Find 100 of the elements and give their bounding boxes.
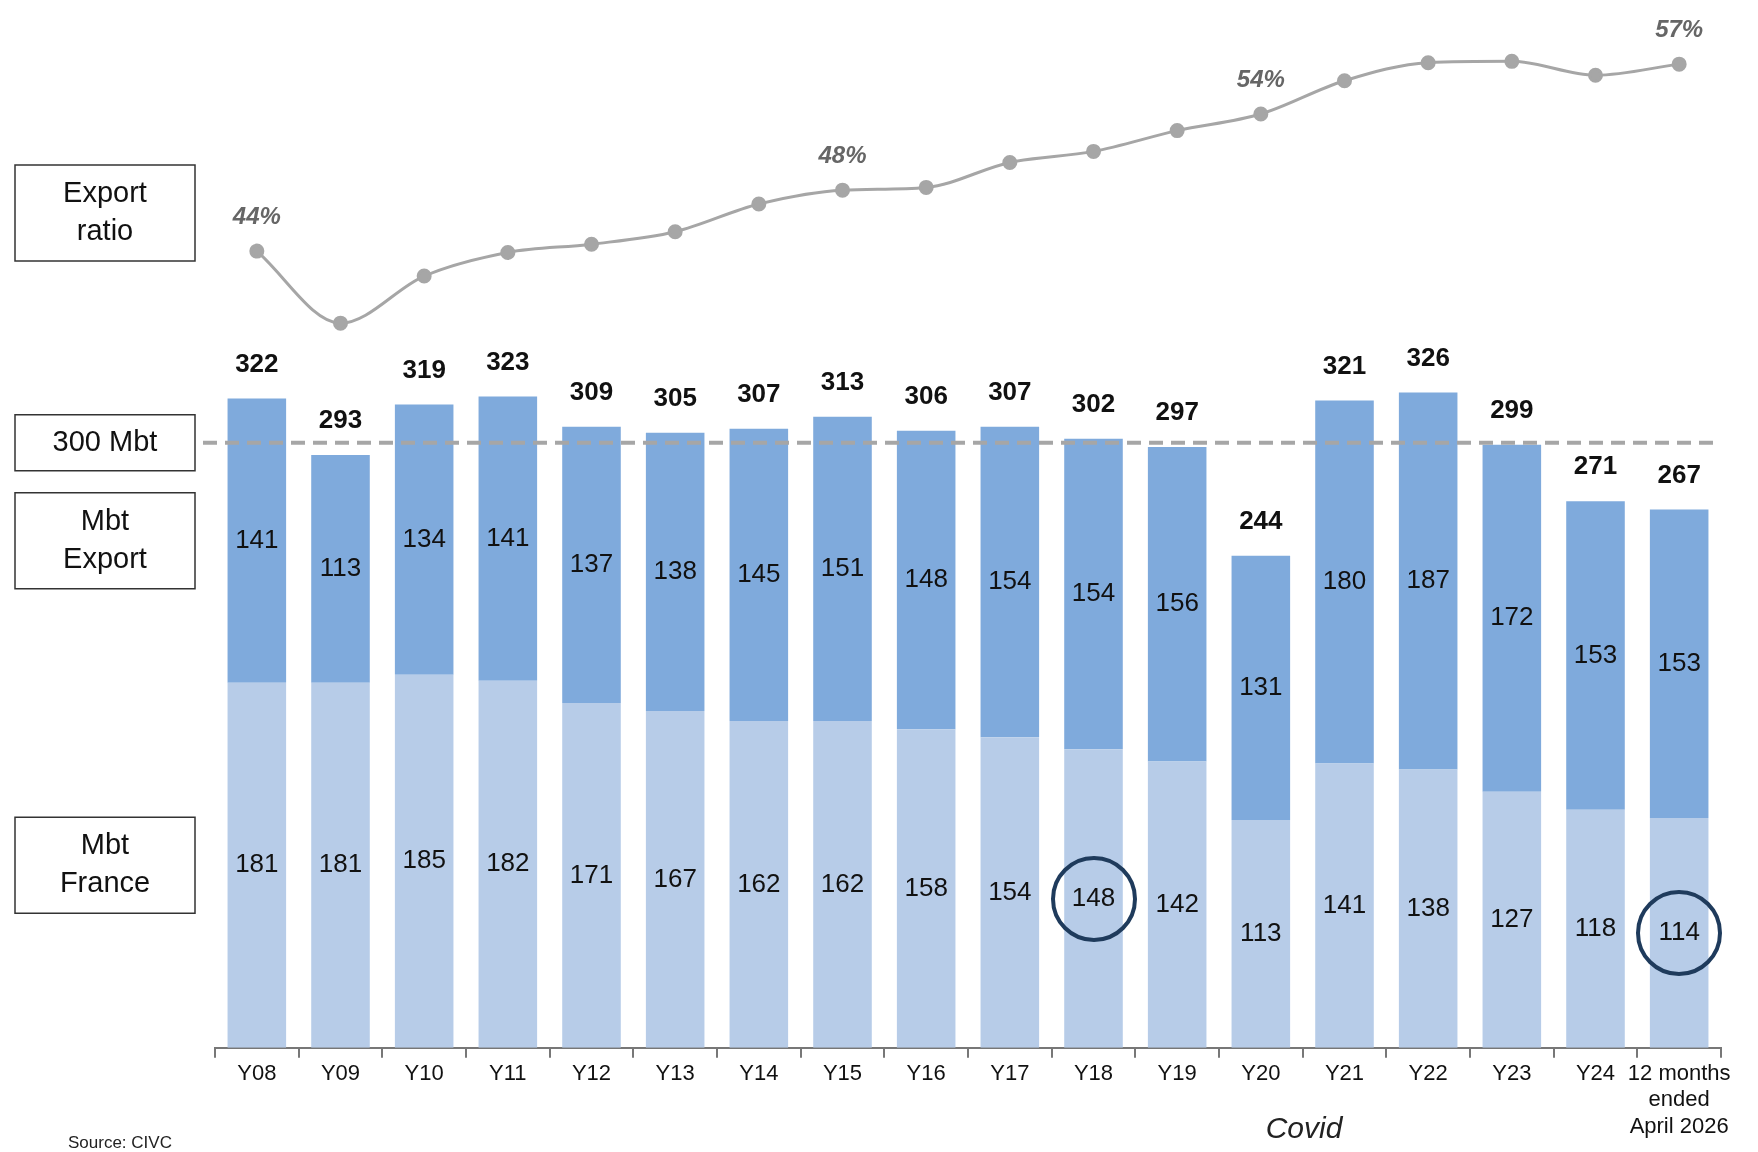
- point: [1169, 123, 1185, 139]
- data-label: 167: [653, 862, 697, 893]
- bar: [1566, 809, 1625, 1048]
- point: [1086, 143, 1101, 159]
- data-label: 113: [319, 552, 362, 583]
- x-tick-label: Y13: [655, 1060, 695, 1086]
- bar: [1315, 763, 1374, 1048]
- point: [918, 179, 934, 195]
- data-label: 182: [486, 847, 530, 878]
- data-label: 154: [988, 565, 1032, 596]
- data-label: 154: [988, 875, 1032, 906]
- text: Mbt France: [59, 828, 151, 899]
- text: Mbt Export: [63, 503, 147, 574]
- total-label: 313: [820, 365, 865, 396]
- bar: [1231, 819, 1291, 1048]
- data-label: 118: [1574, 912, 1617, 942]
- bar: [227, 682, 287, 1048]
- total-label: 307: [988, 375, 1032, 406]
- total-label: 302: [1071, 387, 1116, 418]
- data-label: 180: [1322, 565, 1367, 596]
- x-tick-label: Y09: [320, 1060, 361, 1086]
- total-label: 326: [1406, 341, 1450, 372]
- data-label: 142: [1155, 887, 1199, 918]
- data-label: 57%: [1655, 14, 1704, 42]
- data-label: 187: [1406, 564, 1450, 595]
- point: [1337, 73, 1352, 89]
- point: [1588, 67, 1603, 83]
- bar: [896, 729, 956, 1048]
- bar: [896, 430, 956, 730]
- bar: [1147, 761, 1207, 1048]
- bar: [980, 737, 1040, 1048]
- x-tick-label: Y08: [237, 1060, 277, 1086]
- x-tick-label: Y22: [1408, 1060, 1448, 1086]
- bar: [1064, 438, 1123, 750]
- bar: [394, 674, 454, 1048]
- data-label: 138: [1406, 891, 1450, 922]
- bar: [478, 396, 538, 681]
- data-label: 153: [1573, 638, 1618, 669]
- total-label: 322: [235, 347, 279, 378]
- x-tick-label: Y12: [571, 1060, 612, 1086]
- point: [667, 224, 683, 240]
- total-label: 306: [904, 379, 948, 410]
- data-label: 127: [1490, 902, 1534, 933]
- data-label: 162: [820, 867, 865, 898]
- data-label: 141: [235, 523, 279, 554]
- x-tick-label: Y18: [1073, 1060, 1114, 1086]
- bar: [1482, 791, 1542, 1048]
- total-label: 267: [1657, 458, 1701, 489]
- data-label: 48%: [817, 140, 867, 168]
- data-label: 131: [1239, 671, 1283, 702]
- point: [416, 268, 432, 284]
- bar: [311, 682, 370, 1048]
- data-label: 154: [1071, 577, 1116, 608]
- ref-line-label: 300 Mbt: [52, 424, 158, 457]
- total-label: 321: [1322, 349, 1367, 380]
- bar: [729, 428, 789, 722]
- point: [333, 315, 348, 331]
- data-label: 134: [402, 522, 446, 553]
- data-label: 141: [486, 521, 530, 552]
- bar: [813, 416, 872, 722]
- x-tick-label: 12 months ended April 2026: [1627, 1060, 1731, 1138]
- bar: [562, 426, 621, 703]
- point: [249, 243, 265, 259]
- total-label: 244: [1239, 504, 1284, 535]
- text: Covid: [1265, 1111, 1344, 1145]
- source-note: Source: CIVC: [68, 1132, 172, 1152]
- x-tick-label: Y20: [1241, 1060, 1281, 1086]
- bar: [729, 721, 789, 1048]
- data-label: 151: [820, 552, 865, 583]
- bar: [645, 711, 705, 1048]
- bar: [813, 721, 872, 1048]
- x-tick-label: Y23: [1492, 1060, 1532, 1086]
- bar: [394, 404, 454, 675]
- x-tick-label: Y21: [1324, 1060, 1365, 1086]
- data-label: 171: [569, 858, 614, 889]
- data-label: 44%: [231, 201, 281, 229]
- point: [751, 196, 767, 212]
- bar: [980, 426, 1040, 738]
- point: [1504, 53, 1520, 69]
- bar: [478, 680, 538, 1048]
- total-label: 271: [1573, 450, 1618, 481]
- data-label: 153: [1657, 646, 1701, 677]
- total-label: 309: [569, 375, 614, 406]
- bar: [1482, 444, 1542, 792]
- data-label: 162: [737, 867, 781, 898]
- data-label: 181: [235, 848, 279, 879]
- bar: [562, 702, 621, 1048]
- bar: [645, 432, 705, 712]
- data-label: 138: [653, 555, 697, 586]
- x-tick-label: Y24: [1575, 1060, 1616, 1086]
- point: [500, 245, 516, 261]
- point: [1671, 56, 1687, 72]
- data-label: 141: [1322, 888, 1367, 919]
- x-tick-label: Y14: [739, 1060, 779, 1086]
- text: Export ratio: [63, 176, 147, 247]
- point: [1253, 106, 1269, 122]
- data-label: 54%: [1236, 64, 1285, 92]
- data-label: 148: [904, 563, 948, 594]
- total-label: 319: [402, 353, 446, 384]
- total-label: 307: [737, 377, 781, 408]
